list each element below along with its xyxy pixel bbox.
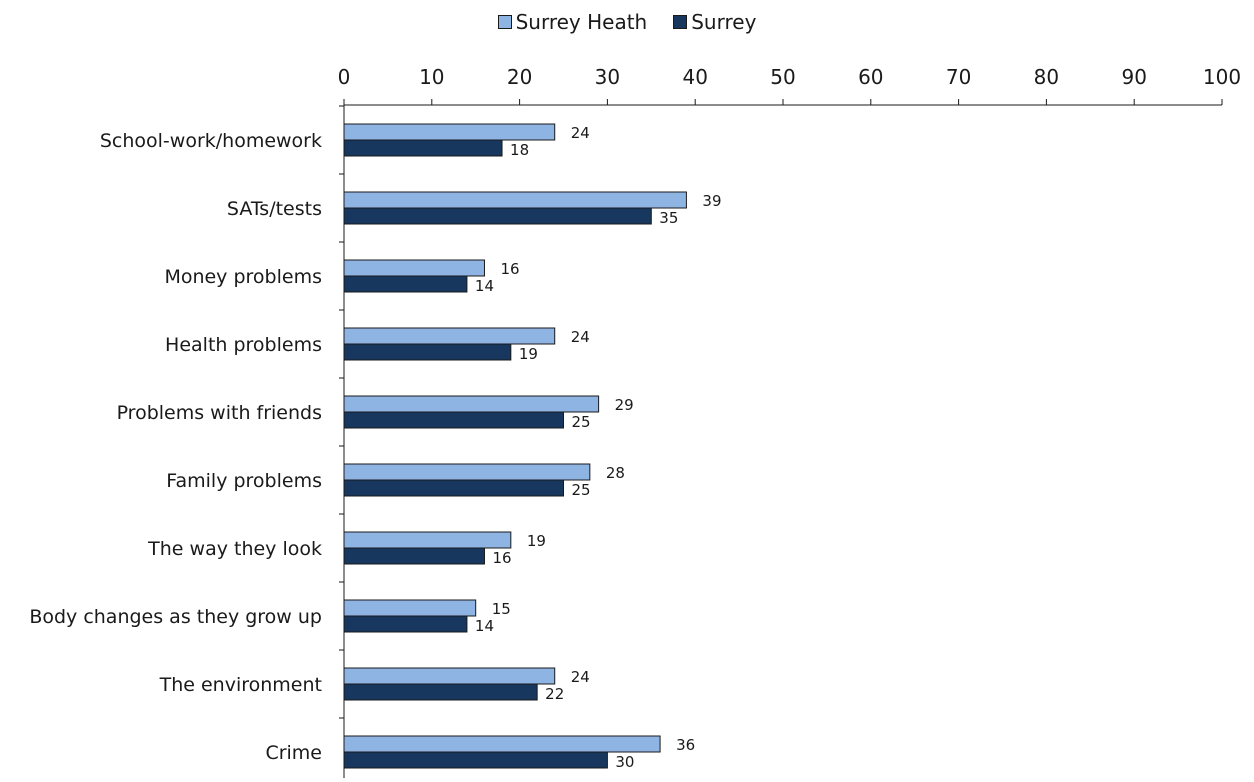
- bar-surrey: [343, 411, 564, 429]
- category-label: The way they look: [147, 538, 322, 560]
- bar-surrey-heath: [343, 667, 556, 685]
- bar-surrey-heath: [343, 395, 600, 413]
- data-label-surrey: 22: [545, 685, 564, 703]
- category-label: Problems with friends: [117, 402, 322, 424]
- x-tick-label: 30: [595, 65, 620, 89]
- bar-surrey: [343, 275, 468, 293]
- category-label: Money problems: [164, 266, 322, 288]
- x-tick-label: 90: [1121, 65, 1146, 89]
- data-label-surrey: 18: [510, 141, 529, 159]
- legend-item-surrey: Surrey: [673, 10, 756, 34]
- data-label-surrey: 14: [475, 277, 494, 295]
- x-tick-label: 0: [338, 65, 351, 89]
- bar-surrey-heath: [343, 531, 512, 549]
- x-tick-label: 40: [682, 65, 707, 89]
- x-tick-label: 50: [770, 65, 795, 89]
- data-label-surrey: 35: [659, 209, 678, 227]
- x-tick-label: 60: [858, 65, 883, 89]
- legend-swatch-surrey-heath: [497, 15, 512, 29]
- x-tick-label: 70: [946, 65, 971, 89]
- legend: Surrey Heath Surrey: [0, 10, 1254, 34]
- bar-surrey: [343, 615, 468, 633]
- legend-label-surrey: Surrey: [691, 10, 757, 34]
- legend-item-surrey-heath: Surrey Heath: [497, 10, 648, 34]
- x-tick-label: 20: [507, 65, 532, 89]
- data-label-surrey: 25: [572, 481, 591, 499]
- bar-surrey-heath: [343, 327, 556, 345]
- data-label-surrey-heath: 24: [571, 124, 590, 142]
- data-label-surrey-heath: 19: [527, 532, 546, 550]
- bar-surrey: [343, 139, 503, 157]
- x-tick-label: 100: [1203, 65, 1241, 89]
- bar-surrey: [343, 683, 538, 701]
- category-label: Crime: [265, 742, 322, 764]
- data-label-surrey: 16: [492, 549, 511, 567]
- legend-swatch-surrey: [673, 15, 688, 29]
- bar-surrey-heath: [343, 599, 477, 617]
- x-tick-label: 10: [419, 65, 444, 89]
- data-label-surrey: 25: [572, 413, 591, 431]
- category-label: The environment: [159, 674, 322, 696]
- data-label-surrey: 30: [615, 753, 634, 771]
- data-label-surrey: 14: [475, 617, 494, 635]
- category-label: Health problems: [165, 334, 322, 356]
- bar-surrey-heath: [343, 259, 485, 277]
- category-label: Family problems: [166, 470, 322, 492]
- data-label-surrey-heath: 28: [606, 464, 625, 482]
- data-label-surrey-heath: 15: [492, 600, 511, 618]
- bar-surrey-heath: [343, 463, 591, 481]
- bar-surrey-heath: [343, 191, 687, 209]
- bar-surrey-heath: [343, 123, 556, 141]
- data-label-surrey: 19: [519, 345, 538, 363]
- bar-surrey: [343, 751, 608, 769]
- x-tick-label: 80: [1034, 65, 1059, 89]
- data-label-surrey-heath: 24: [571, 328, 590, 346]
- data-label-surrey-heath: 29: [615, 396, 634, 414]
- bar-surrey: [343, 547, 485, 565]
- data-label-surrey-heath: 36: [676, 736, 695, 754]
- data-label-surrey-heath: 24: [571, 668, 590, 686]
- category-label: Body changes as they grow up: [29, 606, 322, 628]
- category-label: SATs/tests: [227, 198, 322, 220]
- bar-surrey-heath: [343, 735, 661, 753]
- bar-surrey: [343, 207, 652, 225]
- legend-label-surrey-heath: Surrey Heath: [515, 10, 648, 34]
- category-label: School-work/homework: [100, 130, 322, 152]
- bar-surrey: [343, 343, 512, 361]
- data-label-surrey-heath: 16: [500, 260, 519, 278]
- bar-surrey: [343, 479, 564, 497]
- data-label-surrey-heath: 39: [702, 192, 721, 210]
